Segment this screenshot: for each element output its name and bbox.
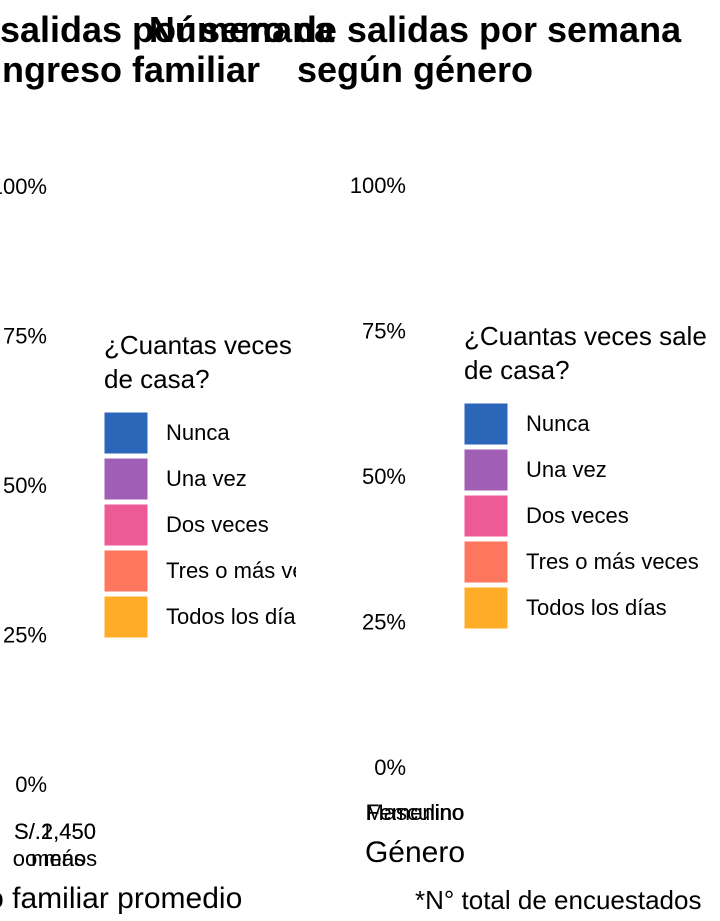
y-tick-label: 75% xyxy=(3,323,47,348)
x-tick-label: Femenino xyxy=(366,800,464,825)
legend-label: Dos veces xyxy=(166,512,269,537)
legend-key xyxy=(463,402,509,446)
x-tick-label: S/.1,450 o menos xyxy=(13,819,97,871)
legend-label: Tres o más veces xyxy=(526,549,699,574)
caption: *N° total de encuestados xyxy=(415,885,701,915)
legend-key xyxy=(463,448,509,492)
x-tick-label: S/.2,450 o más xyxy=(14,819,96,871)
legend-label: Todos los días xyxy=(166,604,307,629)
legend-title: ¿Cuantas veces sale de casa? xyxy=(464,321,707,385)
x-tick-label: Masculino xyxy=(365,800,464,825)
legend-label: Todos los días xyxy=(526,595,667,620)
legend-key xyxy=(463,586,509,630)
x-axis-title: Género xyxy=(365,836,465,869)
legend-key xyxy=(103,595,149,639)
legend: ¿Cuantas veces sale de casa? Nunca Una vez D… xyxy=(103,330,347,639)
legend-key xyxy=(103,411,149,455)
legend-label: Dos veces xyxy=(526,503,629,528)
legend-label: Tres o más veces xyxy=(166,558,339,583)
y-tick-label: 0% xyxy=(374,755,406,780)
legend-label: Una vez xyxy=(526,457,607,482)
legend-label: Una vez xyxy=(166,466,247,491)
legend-key xyxy=(103,549,149,593)
y-tick-label: 50% xyxy=(362,464,406,489)
y-tick-label: 50% xyxy=(3,473,47,498)
legend: ¿Cuantas veces sale de casa? Nunca Una vez D… xyxy=(463,321,707,630)
legend-key xyxy=(103,457,149,501)
chart-title: Número de salidas por semana según género xyxy=(149,9,682,90)
legend-key xyxy=(463,540,509,584)
y-tick-label: 0% xyxy=(15,772,47,797)
legend-key xyxy=(463,494,509,538)
legend-label: Nunca xyxy=(526,411,590,436)
legend-label: Nunca xyxy=(166,420,230,445)
x-axis-title: Ingreso familiar promedio xyxy=(0,882,242,915)
legend-title: ¿Cuantas veces sale de casa? xyxy=(104,330,347,394)
y-tick-label: 100% xyxy=(350,173,406,198)
y-tick-label: 75% xyxy=(362,318,406,343)
y-tick-label: 25% xyxy=(362,609,406,634)
right-panel: Número de salidas por semana según género… xyxy=(149,9,707,915)
y-tick-label: 25% xyxy=(3,622,47,647)
legend-key xyxy=(103,503,149,547)
y-tick-label: 100% xyxy=(0,174,47,199)
